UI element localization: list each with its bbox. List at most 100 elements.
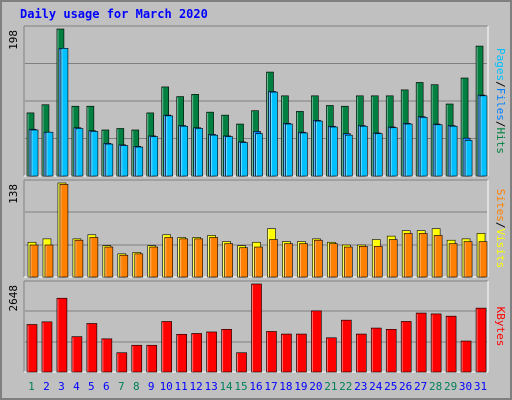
kbytes-bar-18 [281,333,292,373]
usage-ymax-label: 198 [7,30,20,50]
pages-bar-9 [150,136,159,177]
x-tick-label-18: 18 [279,380,292,393]
sites-bar-21 [329,243,338,278]
pages-bar-6 [105,143,114,177]
kbytes-bar-17 [266,331,277,373]
sites-bar-6 [104,246,114,278]
kbytes-legend: KBytes [494,307,507,347]
kbytes-bar-12 [191,333,202,373]
x-tick-label-12: 12 [190,380,203,393]
sites-ymax-label: 138 [7,184,20,204]
kbytes-bar-1 [26,324,38,373]
sites-bar-23 [358,246,368,278]
kbytes-bar-8 [131,344,143,373]
sites-bar-11 [179,238,188,278]
kbytes-bar-6 [101,338,113,373]
kbytes-bar-28 [430,313,442,373]
x-tick-label-24: 24 [369,380,383,393]
usage-legend-part-1: Pages [494,48,507,81]
x-axis-labels: 1 2 3 4 5 6 7 8 9 10 11 12 13 14 15 16 17 18 19 20 21 22 23 24 2… [28,380,487,393]
kbytes-bar-4 [71,336,83,373]
pages-bar-4 [75,128,84,177]
pages-bar-21 [330,126,338,177]
kbytes-bar-11 [176,333,187,373]
sites-bar-28 [433,235,443,278]
x-tick-label-3: 3 [58,380,65,393]
sites-bar-25 [388,239,398,278]
pages-bar-23 [359,125,368,177]
kbytes-bar-29 [445,315,457,373]
sites-bar-22 [344,246,353,278]
kbytes-bar-5 [86,323,98,373]
x-tick-label-31: 31 [474,380,487,393]
sites-bar-18 [284,243,293,278]
x-tick-label-29: 29 [444,380,457,393]
usage-panel: 198 Pages/Files/Hits [7,25,507,177]
x-tick-label-1: 1 [28,380,35,393]
kbytes-bar-25 [385,328,397,373]
kbytes-bar-27 [415,312,427,373]
chart-title: Daily usage for March 2020 [20,7,208,21]
usage-legend-part-4: / [494,121,507,128]
x-tick-label-23: 23 [354,380,367,393]
chart-panels: 198 Pages/Files/Hits 138 Sites/Visits 2648 KB… [7,25,507,373]
sites-bar-20 [314,239,323,278]
sites-bar-7 [119,254,129,278]
kbytes-bar-13 [206,331,217,373]
kbytes-bar-26 [400,321,412,373]
sites-bar-3 [59,184,69,278]
kbytes-bar-9 [146,344,158,373]
pages-bar-19 [300,132,308,177]
sites-legend-part-2: / [494,222,507,229]
x-tick-label-10: 10 [160,380,173,393]
sites-bar-26 [403,233,413,278]
sites-bar-1 [29,244,39,278]
usage-legend: Pages/Files/Hits [494,48,507,154]
pages-bar-12 [195,128,203,177]
usage-legend-part-3: Files [494,88,507,121]
sites-bar-12 [194,238,203,278]
kbytes-bar-21 [326,337,337,373]
pages-bar-31 [479,95,488,177]
pages-bar-16 [255,133,263,177]
usage-legend-part-2: / [494,81,507,88]
x-tick-label-9: 9 [148,380,155,393]
kbytes-bar-31 [475,307,487,373]
pages-bar-10 [165,115,174,177]
kbytes-bar-19 [296,333,307,373]
pages-bar-7 [120,145,129,177]
sites-legend-part-1: Sites [494,189,507,222]
kbytes-bar-2 [41,321,53,373]
pages-bar-27 [419,117,428,177]
pages-bar-26 [404,123,413,177]
pages-bar-5 [90,131,99,177]
sites-bar-19 [299,243,308,278]
x-tick-label-28: 28 [429,380,442,393]
x-tick-label-22: 22 [339,380,352,393]
x-tick-label-19: 19 [294,380,307,393]
pages-bar-3 [60,48,69,177]
sites-legend: Sites/Visits [494,189,507,269]
sites-bar-30 [463,241,473,278]
sites-bar-15 [239,247,248,278]
x-tick-label-27: 27 [414,380,427,393]
kbytes-legend-part-1: KBytes [494,307,507,347]
sites-bar-27 [418,233,428,278]
sites-bar-14 [224,243,233,278]
kbytes-bar-15 [236,352,247,373]
sites-bar-2 [44,244,54,278]
pages-bar-14 [225,136,233,177]
kbytes-bar-20 [311,310,322,373]
pages-bar-13 [210,134,218,177]
x-tick-label-11: 11 [175,380,188,393]
kbytes-ymax-label: 2648 [7,285,20,312]
sites-bar-4 [74,239,84,278]
kbytes-bar-30 [460,340,472,373]
x-tick-label-21: 21 [324,380,337,393]
x-tick-label-13: 13 [204,380,217,393]
x-tick-label-4: 4 [73,380,80,393]
pages-bar-15 [240,142,248,177]
sites-bar-29 [448,243,458,278]
